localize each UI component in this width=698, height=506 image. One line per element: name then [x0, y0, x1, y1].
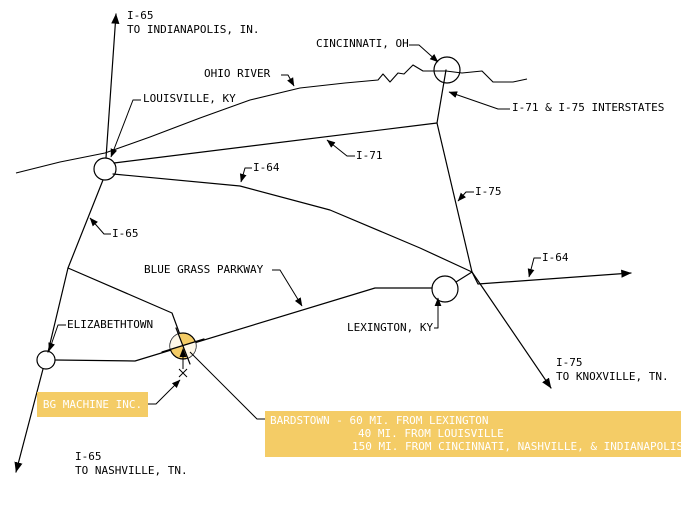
label-louisville: LOUISVILLE, KY	[143, 92, 236, 105]
cincinnati-leader	[409, 44, 439, 63]
label-i65-south-dest: TO NASHVILLE, TN.	[75, 464, 188, 477]
i75-north-leader	[457, 191, 474, 202]
i65-south-line	[14, 368, 44, 473]
x-mark	[178, 368, 188, 378]
cincinnati-node	[433, 56, 461, 84]
bg-machine-highlight-box: BG MACHINE INC.	[37, 392, 148, 417]
louisville-bardstown-road	[67, 267, 184, 344]
label-i71: I-71	[356, 149, 383, 162]
label-ohio-river: OHIO RIVER	[204, 67, 271, 80]
ohio-river-leader	[281, 74, 295, 87]
interstates-leader	[448, 91, 510, 110]
bardstown-note-leader	[189, 351, 265, 420]
i71-line	[113, 122, 438, 164]
elizabethtown-node	[36, 350, 56, 370]
lexington-leader	[434, 297, 442, 329]
i64-east-leader	[527, 257, 541, 278]
label-i75-south-dest: TO KNOXVILLE, TN.	[556, 370, 669, 383]
lexington-junction-link	[455, 271, 473, 283]
label-cincinnati: CINCINNATI, OH	[316, 37, 409, 50]
bluegrass-leader	[272, 269, 303, 307]
label-i64-east: I-64	[542, 251, 569, 264]
label-bardstown-note-1: BARDSTOWN - 60 MI. FROM LEXINGTON	[270, 414, 489, 427]
i64-west-line	[112, 173, 473, 273]
label-i71-i75-interstates: I-71 & I-75 INTERSTATES	[512, 101, 665, 114]
label-elizabethtown: ELIZABETHTOWN	[67, 318, 154, 331]
i64-east-line	[471, 269, 632, 285]
label-i65-north-dest: TO INDIANAPOLIS, IN.	[127, 23, 260, 36]
label-i75-north: I-75	[475, 185, 502, 198]
label-i75-south-route: I-75	[556, 356, 583, 369]
label-i65-south-route: I-65	[75, 450, 102, 463]
bluegrass-parkway-line	[54, 287, 433, 362]
label-blue-grass-parkway: BLUE GRASS PARKWAY	[144, 263, 264, 276]
i75-south-line	[471, 271, 552, 389]
label-bg-machine: BG MACHINE INC.	[42, 397, 143, 411]
lexington-node	[431, 275, 459, 303]
i75-north-line	[436, 69, 473, 273]
ohio-river-line	[15, 64, 528, 174]
label-bardstown-note-2: 40 MI. FROM LOUISVILLE	[358, 427, 504, 440]
label-lexington: LEXINGTON, KY	[347, 321, 434, 334]
bardstown-marker	[161, 327, 205, 378]
label-bardstown-note-3: 150 MI. FROM CINCINNATI, NASHVILLE, & IN…	[352, 440, 684, 453]
label-i64-west: I-64	[253, 161, 280, 174]
elizabethtown-leader	[48, 324, 66, 352]
i65-north-line	[105, 13, 120, 159]
i64-west-leader	[239, 167, 252, 183]
bardstown-note-box: BARDSTOWN - 60 MI. FROM LEXINGTON 40 MI.…	[265, 411, 684, 457]
i71-leader	[326, 139, 355, 157]
label-i65-mid: I-65	[112, 227, 139, 240]
bg-machine-leader	[148, 379, 181, 405]
louisville-node	[93, 157, 117, 181]
label-i65-north-route: I-65	[127, 9, 154, 22]
louisville-leader	[110, 99, 141, 158]
i65-mid-leader	[89, 217, 111, 235]
